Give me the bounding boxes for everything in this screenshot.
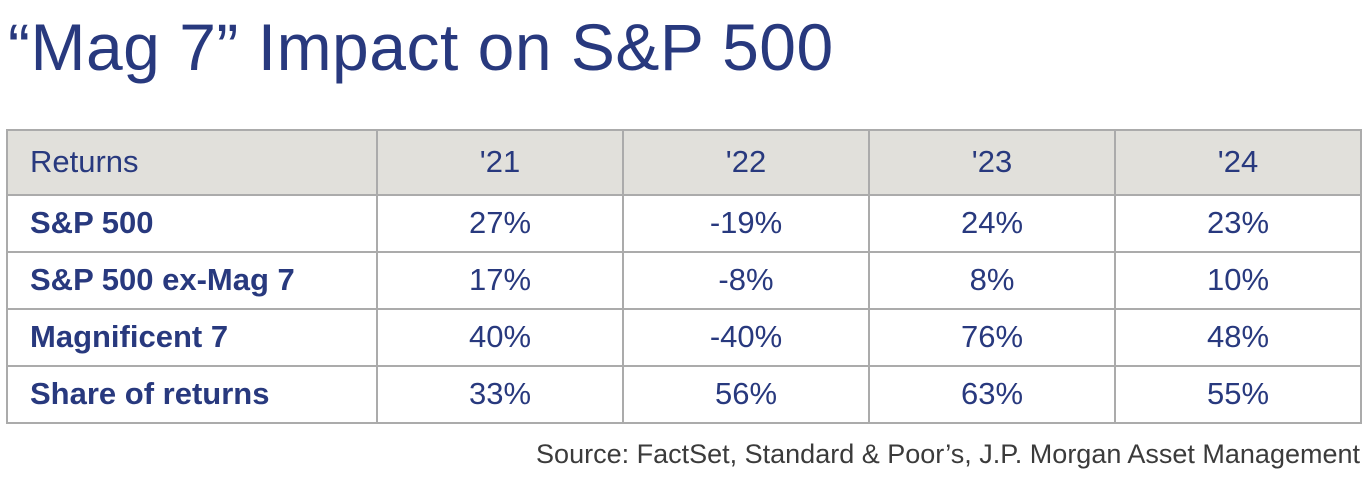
col-header-year-21: '21	[376, 128, 624, 196]
table-row-share-of-returns: Share of returns 33% 56% 63% 55%	[6, 364, 1362, 424]
cell-value: 27%	[376, 193, 624, 253]
cell-value: 76%	[868, 307, 1116, 367]
col-header-year-24: '24	[1114, 128, 1362, 196]
table-row-sp500: S&P 500 27% -19% 24% 23%	[6, 193, 1362, 253]
page-title: “Mag 7” Impact on S&P 500	[8, 10, 834, 84]
cell-value: 8%	[868, 250, 1116, 310]
cell-value: 17%	[376, 250, 624, 310]
table-row-sp500-ex-mag7: S&P 500 ex-Mag 7 17% -8% 8% 10%	[6, 250, 1362, 310]
row-label-sp500: S&P 500	[6, 193, 378, 253]
cell-value: 33%	[376, 364, 624, 424]
row-label-magnificent7: Magnificent 7	[6, 307, 378, 367]
row-label-sp500-ex-mag7: S&P 500 ex-Mag 7	[6, 250, 378, 310]
cell-value: 40%	[376, 307, 624, 367]
cell-value: 55%	[1114, 364, 1362, 424]
cell-value: -8%	[622, 250, 870, 310]
table-header-row: Returns '21 '22 '23 '24	[6, 128, 1362, 196]
cell-value: 63%	[868, 364, 1116, 424]
row-label-share-of-returns: Share of returns	[6, 364, 378, 424]
col-header-returns: Returns	[6, 128, 378, 196]
cell-value: 56%	[622, 364, 870, 424]
cell-value: -40%	[622, 307, 870, 367]
source-note: Source: FactSet, Standard & Poor’s, J.P.…	[536, 438, 1360, 469]
col-header-year-23: '23	[868, 128, 1116, 196]
cell-value: 23%	[1114, 193, 1362, 253]
returns-table: Returns '21 '22 '23 '24 S&P 500 27% -19%…	[6, 128, 1362, 424]
slide: “Mag 7” Impact on S&P 500 Returns '21 '2…	[0, 6, 1372, 500]
cell-value: 10%	[1114, 250, 1362, 310]
col-header-year-22: '22	[622, 128, 870, 196]
cell-value: 24%	[868, 193, 1116, 253]
cell-value: 48%	[1114, 307, 1362, 367]
cell-value: -19%	[622, 193, 870, 253]
table-row-magnificent7: Magnificent 7 40% -40% 76% 48%	[6, 307, 1362, 367]
